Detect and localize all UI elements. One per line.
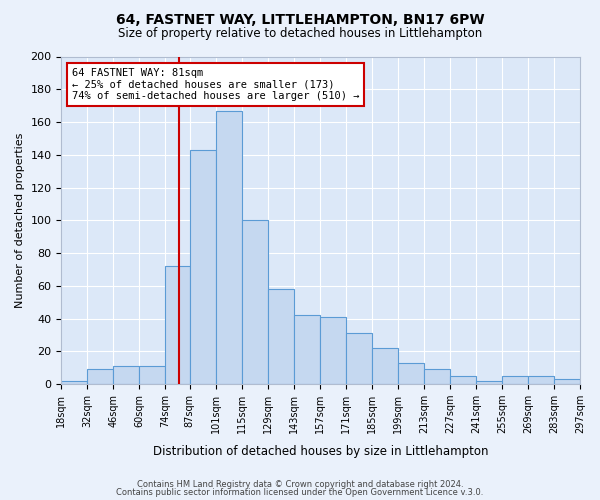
Text: Contains HM Land Registry data © Crown copyright and database right 2024.: Contains HM Land Registry data © Crown c… — [137, 480, 463, 489]
Bar — [554, 380, 580, 384]
Bar — [528, 376, 554, 384]
Bar — [166, 266, 190, 384]
Bar — [398, 363, 424, 384]
Text: Size of property relative to detached houses in Littlehampton: Size of property relative to detached ho… — [118, 28, 482, 40]
Bar — [88, 370, 113, 384]
Text: 64 FASTNET WAY: 81sqm
← 25% of detached houses are smaller (173)
74% of semi-det: 64 FASTNET WAY: 81sqm ← 25% of detached … — [72, 68, 359, 101]
Bar — [320, 317, 346, 384]
Bar — [424, 370, 450, 384]
Bar — [268, 289, 294, 384]
Bar — [139, 366, 166, 384]
Bar — [215, 110, 242, 384]
Bar — [190, 150, 215, 384]
Bar — [580, 382, 600, 384]
Bar — [61, 381, 88, 384]
Y-axis label: Number of detached properties: Number of detached properties — [15, 132, 25, 308]
Text: Contains public sector information licensed under the Open Government Licence v.: Contains public sector information licen… — [116, 488, 484, 497]
Bar — [476, 381, 502, 384]
X-axis label: Distribution of detached houses by size in Littlehampton: Distribution of detached houses by size … — [153, 444, 488, 458]
Bar — [502, 376, 528, 384]
Bar — [372, 348, 398, 384]
Bar — [294, 316, 320, 384]
Bar — [450, 376, 476, 384]
Bar — [113, 366, 139, 384]
Bar — [346, 334, 372, 384]
Bar — [242, 220, 268, 384]
Text: 64, FASTNET WAY, LITTLEHAMPTON, BN17 6PW: 64, FASTNET WAY, LITTLEHAMPTON, BN17 6PW — [116, 12, 484, 26]
